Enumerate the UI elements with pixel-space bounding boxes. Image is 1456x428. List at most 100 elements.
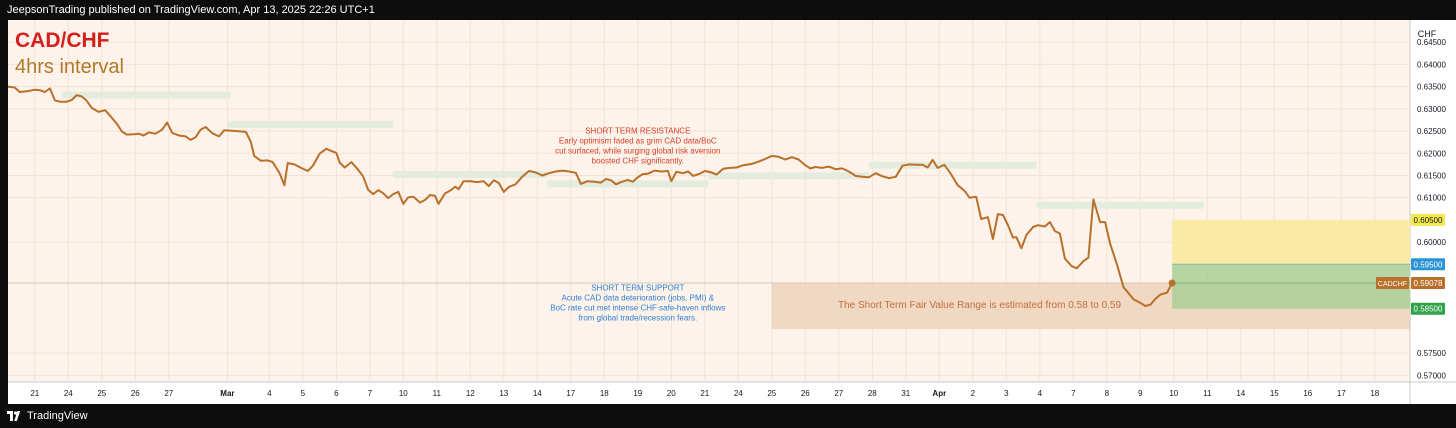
- footer-brand: TradingView: [27, 410, 88, 422]
- time-tick-label: 25: [97, 389, 106, 398]
- time-tick-label: 11: [1203, 389, 1212, 398]
- support-annotation-line: BoC rate cut met intense CHF safe-haven …: [550, 304, 725, 313]
- price-label-text: 0.59500: [1414, 260, 1443, 269]
- time-tick-label: 18: [1370, 389, 1379, 398]
- resistance-annotation-line: SHORT TERM RESISTANCE: [585, 126, 690, 135]
- price-tag-text: CADCHF: [1378, 281, 1407, 288]
- time-tick-label: 7: [1071, 389, 1076, 398]
- time-tick-label: 9: [1138, 389, 1143, 398]
- resistance-zone: [708, 172, 869, 180]
- time-tick-label: 20: [667, 389, 676, 398]
- time-tick-label: 18: [600, 389, 609, 398]
- price-tick-label: 0.60000: [1417, 238, 1446, 247]
- price-tick-label: 0.64500: [1417, 38, 1446, 47]
- time-tick-label: 17: [1337, 389, 1346, 398]
- chart-interval: 4hrs interval: [15, 56, 124, 78]
- time-tick-label: 26: [131, 389, 140, 398]
- time-tick-label: 10: [399, 389, 408, 398]
- price-label-text: 0.58500: [1414, 305, 1443, 314]
- chart-title: CAD/CHF: [15, 29, 110, 52]
- time-tick-label: 10: [1169, 389, 1178, 398]
- target-zone: [1172, 219, 1410, 265]
- time-tick-label: 17: [566, 389, 575, 398]
- time-tick-label: 31: [901, 389, 910, 398]
- series-line: [7, 85, 1173, 307]
- time-tick-label: 19: [633, 389, 642, 398]
- publisher-bar: JeepsonTrading published on TradingView.…: [0, 0, 1456, 20]
- price-tick-label: 0.57500: [1417, 349, 1446, 358]
- resistance-zone: [547, 180, 709, 188]
- price-label-text: 0.59078: [1414, 279, 1443, 288]
- time-axis-ticks: 21 24 25 26 27 Mar 4 5 6 7 10 11 12 13 14 17 18 19 20 21 24 2…: [30, 389, 1379, 398]
- time-tick-label: 21: [30, 389, 39, 398]
- time-tick-label: 2: [971, 389, 976, 398]
- publisher-line: JeepsonTrading published on TradingView.…: [7, 4, 375, 16]
- time-axis-background: [8, 382, 1456, 404]
- price-axis-background: [1410, 20, 1456, 382]
- price-label-badge: [1411, 302, 1445, 315]
- price-label-text: 0.60500: [1414, 216, 1443, 225]
- resistance-zone: [1036, 201, 1204, 209]
- time-tick-label: 27: [834, 389, 843, 398]
- price-label-badge: [1411, 258, 1445, 271]
- price-tick-label: 0.62000: [1417, 149, 1446, 158]
- resistance-zone: [227, 120, 394, 128]
- price-label-badge: [1411, 213, 1445, 226]
- time-tick-label: 24: [734, 389, 743, 398]
- resistance-zone: [868, 161, 1037, 169]
- time-tick-label: 14: [1236, 389, 1245, 398]
- time-tick-label: 24: [64, 389, 73, 398]
- time-tick-label: 3: [1004, 389, 1009, 398]
- price-label-badge: [1411, 277, 1445, 290]
- stop-zone: [1172, 264, 1410, 309]
- time-tick-label: 6: [334, 389, 339, 398]
- time-tick-label: 12: [466, 389, 475, 398]
- horizontal-zones: [61, 91, 1204, 209]
- time-tick-label: 21: [700, 389, 709, 398]
- time-tick-label: 4: [267, 389, 272, 398]
- price-labels: 0.60500 0.59500 CADCHF 0.59078 0.58500: [1376, 213, 1445, 315]
- currency-label: CHF: [1418, 29, 1437, 39]
- price-tick-label: 0.61500: [1417, 171, 1446, 180]
- time-tick-label: 11: [433, 389, 442, 398]
- resistance-annotation-line: boosted CHF significantly.: [592, 156, 684, 165]
- price-tag-badge: [1376, 277, 1409, 290]
- resistance-zone: [393, 171, 548, 179]
- time-tick-label: 13: [499, 389, 508, 398]
- time-tick-label: 8: [1105, 389, 1110, 398]
- price-tick-label: 0.61000: [1417, 194, 1446, 203]
- price-tick-label: 0.63500: [1417, 83, 1446, 92]
- resistance-annotation-line: cut surfaced, while surging global risk …: [555, 146, 720, 155]
- last-price-dot: [1168, 279, 1176, 287]
- footer-bar: TradingView: [0, 404, 1456, 428]
- price-axis-ticks: 0.64500 0.64000 0.63500 0.63000 0.62500 0.620…: [1417, 38, 1446, 380]
- support-annotation-line: from global trade/recession fears.: [578, 314, 697, 323]
- fair-value-annotation: The Short Term Fair Value Range is estim…: [838, 300, 1122, 311]
- time-tick-label: 27: [164, 389, 173, 398]
- resistance-annotation-line: Early optimism faded as grim CAD data/Bo…: [559, 136, 717, 145]
- time-tick-label: 25: [767, 389, 776, 398]
- time-tick-label: 28: [868, 389, 877, 398]
- price-tick-label: 0.57000: [1417, 371, 1446, 380]
- price-series: [7, 85, 1176, 307]
- time-tick-label: 14: [533, 389, 542, 398]
- time-tick-label: Mar: [220, 389, 234, 398]
- price-tick-label: 0.63000: [1417, 105, 1446, 114]
- price-tick-label: 0.64000: [1417, 60, 1446, 69]
- support-annotation-line: SHORT TERM SUPPORT: [591, 284, 684, 293]
- time-tick-label: 5: [301, 389, 306, 398]
- time-tick-label: 7: [368, 389, 373, 398]
- position-tool[interactable]: [1172, 219, 1410, 309]
- price-tick-label: 0.62500: [1417, 127, 1446, 136]
- support-annotation-line: Acute CAD data deterioration (jobs, PMI)…: [562, 294, 715, 303]
- tradingview-logo-icon: [7, 411, 21, 421]
- time-tick-label: 16: [1303, 389, 1312, 398]
- time-tick-label: 15: [1270, 389, 1279, 398]
- time-tick-label: Apr: [932, 389, 946, 398]
- time-tick-label: 4: [1038, 389, 1043, 398]
- time-tick-label: 26: [801, 389, 810, 398]
- resistance-zone: [61, 91, 231, 99]
